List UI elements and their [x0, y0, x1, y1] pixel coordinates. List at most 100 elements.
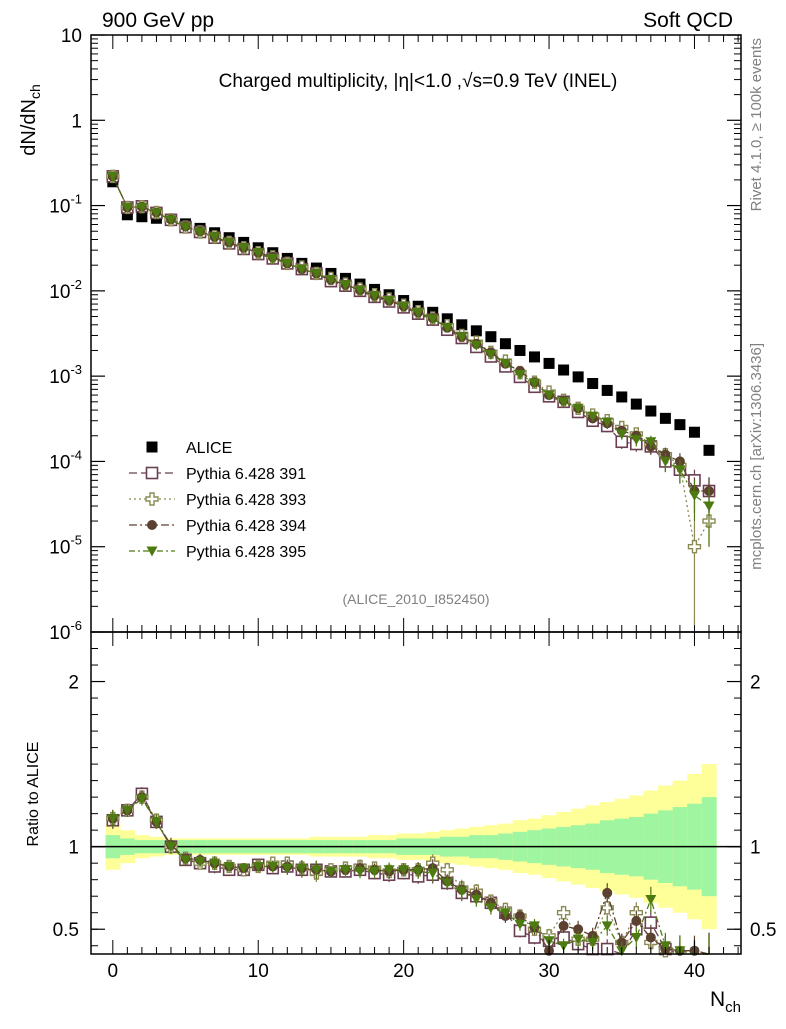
main-panel: Charged multiplicity, |η|<1.0 ,√s=0.9 Te… — [18, 26, 742, 644]
ratio-y-tick-label-right: 0.5 — [750, 920, 776, 941]
data-point — [543, 357, 555, 369]
data-point — [252, 248, 264, 259]
data-point — [529, 351, 541, 363]
ratio-point — [600, 901, 614, 915]
legend-label: ALICE — [186, 440, 232, 457]
ratio-point — [573, 924, 584, 935]
x-tick-label: 30 — [538, 961, 559, 982]
ratio-point — [107, 814, 119, 825]
data-point — [616, 429, 628, 440]
data-point — [180, 222, 192, 233]
data-point — [703, 501, 715, 512]
ratio-point — [602, 887, 613, 898]
data-point — [107, 171, 119, 182]
data-point — [310, 268, 322, 279]
rivet-label: Rivet 4.1.0, ≥ 100k events — [748, 38, 765, 211]
ratio-y-tick-label: 1 — [68, 838, 79, 859]
data-point — [281, 258, 293, 269]
ratio-point — [398, 865, 410, 876]
data-point — [630, 435, 642, 446]
ratio-point — [499, 908, 511, 919]
legend-marker — [146, 441, 158, 453]
y-tick-exponent: -5 — [70, 533, 82, 548]
ratio-point — [238, 863, 250, 874]
data-point — [688, 426, 700, 438]
y-tick-exponent: -6 — [70, 618, 82, 633]
main-y-axis-label: dN/dNch — [18, 84, 43, 156]
analysis-label: (ALICE_2010_I852450) — [342, 591, 489, 607]
main-frame — [90, 34, 742, 633]
legend-marker — [147, 520, 157, 530]
y-tick-exponent: -4 — [70, 447, 82, 462]
ratio-point — [441, 878, 453, 889]
ratio-point — [209, 858, 221, 869]
data-point — [456, 332, 468, 343]
ratio-point — [252, 861, 264, 872]
data-point — [121, 209, 133, 221]
ratio-point — [267, 861, 279, 872]
data-point — [456, 319, 468, 331]
ratio-point — [587, 937, 599, 948]
data-point — [645, 437, 657, 448]
y-tick-label: 10-4 — [49, 447, 82, 473]
data-point — [630, 398, 642, 410]
ratio-point — [470, 895, 482, 906]
ratio-point — [223, 861, 235, 872]
data-point — [441, 323, 453, 334]
data-point — [165, 215, 177, 226]
ratio-point — [383, 865, 395, 876]
data-point — [238, 243, 250, 254]
data-point — [369, 291, 381, 302]
data-point — [687, 540, 702, 554]
data-point — [441, 313, 453, 325]
ratio-point — [281, 863, 293, 874]
data-point — [325, 275, 337, 286]
ratio-point — [558, 920, 569, 931]
data-point — [499, 338, 511, 350]
ratio-y-axis-label: Ratio to ALICE — [25, 742, 42, 847]
data-point — [514, 344, 526, 356]
main-title: Charged multiplicity, |η|<1.0 ,√s=0.9 Te… — [219, 71, 618, 92]
header-right: Soft QCD — [643, 9, 733, 32]
data-point — [674, 465, 686, 476]
data-point — [339, 280, 351, 291]
legend: ALICE Pythia 6.428 391 Pythia 6.428 393 Pyt… — [129, 440, 306, 561]
mcplots-label: mcplots.cern.ch [arXiv:1306.3436] — [748, 343, 765, 570]
data-point — [136, 211, 148, 223]
ratio-point — [354, 866, 366, 877]
legend-marker — [145, 492, 159, 506]
legend-label: Pythia 6.428 395 — [186, 544, 306, 561]
ratio-point — [180, 855, 192, 866]
y-tick-exponent: -1 — [70, 192, 82, 207]
data-point — [529, 378, 541, 389]
ratio-point — [485, 903, 497, 914]
ratio-point — [529, 921, 541, 932]
series-line — [112, 176, 710, 507]
data-point — [645, 405, 657, 417]
legend-label: Pythia 6.428 393 — [186, 492, 306, 509]
ratio-point — [601, 921, 613, 932]
data-point — [601, 384, 613, 396]
ratio-line — [112, 797, 710, 955]
main-series-layer — [106, 169, 716, 626]
ratio-point — [645, 932, 656, 943]
data-point — [674, 419, 686, 431]
x-tick-label: 20 — [393, 961, 414, 982]
data-point — [383, 296, 395, 307]
main-axis-ticks: 10 1 10-1 10-2 10-3 10-4 10-5 10-6 — [49, 26, 741, 644]
ratio-point — [150, 817, 162, 828]
ratio-point — [412, 866, 424, 877]
ratio-point — [369, 866, 381, 877]
data-point — [121, 202, 133, 213]
ratio-point — [659, 941, 671, 952]
data-point — [572, 371, 584, 383]
data-point — [688, 490, 700, 501]
ratio-point — [572, 934, 584, 945]
data-point — [470, 325, 482, 337]
x-tick-label: 0 — [108, 961, 119, 982]
y-tick-label: 10-6 — [49, 618, 82, 644]
data-point — [427, 314, 439, 325]
y-tick-label: 1 — [71, 111, 82, 132]
data-point — [659, 456, 671, 467]
